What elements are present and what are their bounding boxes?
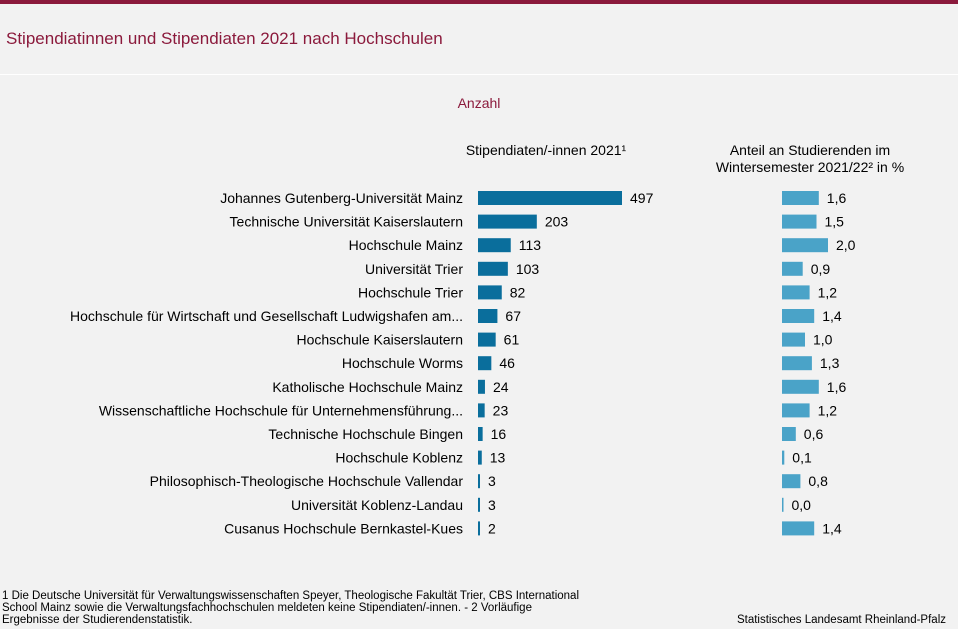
count-value-label: 103 [516,261,540,277]
column-header-share: Anteil an Studierenden im Wintersemester… [715,142,905,175]
category-label: Universität Trier [365,261,463,277]
count-value-label: 497 [630,190,654,206]
count-bar [478,285,502,300]
count-bar [478,238,511,253]
category-label: Technische Universität Kaiserslautern [230,214,463,230]
chart-subtitle: Anzahl [457,95,501,111]
share-value-label: 1,4 [822,520,842,536]
share-bar [782,450,785,465]
category-label: Hochschule Worms [342,355,463,371]
count-bar [478,427,483,441]
count-bar [478,356,492,371]
share-value-label: 1,6 [827,190,847,206]
count-bar [478,191,622,205]
share-bar [782,214,817,229]
share-bar [782,238,828,253]
count-value-label: 61 [504,332,520,348]
share-bar [782,521,815,536]
share-value-label: 1,4 [822,308,842,324]
category-label: Hochschule Kaiserslautern [296,332,463,348]
count-bar [478,309,498,323]
share-bar [782,497,784,512]
category-label: Hochschule Mainz [349,237,463,253]
share-value-label: 0,0 [792,497,812,513]
category-label: Universität Koblenz-Landau [291,497,463,513]
footnote: 1 Die Deutsche Universität für Verwaltun… [2,590,579,626]
source-label: Statistisches Landesamt Rheinland-Pfalz [736,614,946,626]
share-bar [782,332,805,347]
share-bar [782,403,810,418]
share-value-label: 0,6 [804,426,824,442]
count-value-label: 16 [491,426,507,442]
share-value-label: 2,0 [836,237,856,253]
share-value-label: 1,6 [827,379,847,395]
count-bar [478,332,496,347]
count-bar [478,403,485,418]
count-value-label: 67 [505,308,521,324]
share-bar [782,191,819,205]
category-label: Technische Hochschule Bingen [268,426,463,442]
count-value-label: 13 [490,450,506,466]
count-value-label: 3 [488,473,496,489]
category-label: Hochschule für Wirtschaft und Gesellscha… [70,308,463,324]
count-value-label: 203 [545,214,569,230]
category-label: Katholische Hochschule Mainz [272,379,463,395]
category-label: Hochschule Koblenz [335,450,463,466]
share-value-label: 1,0 [813,332,833,348]
share-value-label: 1,2 [818,284,838,300]
share-bar [782,427,796,441]
column-header-count: Stipendiaten/-innen 2021¹ [465,142,627,158]
category-label: Wissenschaftliche Hochschule für Unterne… [99,402,463,418]
count-bar [478,214,537,229]
count-value-label: 113 [519,237,542,253]
category-label: Johannes Gutenberg-Universität Mainz [220,190,463,206]
count-bar [478,521,480,536]
count-bar [478,450,482,465]
category-label: Hochschule Trier [358,284,463,300]
share-value-label: 1,3 [820,355,840,371]
share-bar [782,261,803,276]
title-divider [0,74,958,75]
category-label: Philosophisch-Theologische Hochschule Va… [150,473,464,489]
share-value-label: 1,2 [818,402,838,418]
count-value-label: 24 [493,379,509,395]
count-value-label: 2 [488,520,496,536]
count-value-label: 3 [488,497,496,513]
count-bar [478,379,485,394]
share-bar [782,474,801,489]
share-value-label: 0,1 [792,450,812,466]
share-value-label: 1,5 [825,214,845,230]
count-value-label: 82 [510,284,526,300]
share-bar [782,309,815,323]
share-value-label: 0,8 [808,473,828,489]
share-bar [782,356,812,371]
share-bar [782,379,819,394]
count-value-label: 46 [499,355,515,371]
count-bar [478,261,508,276]
share-value-label: 0,9 [811,261,831,277]
chart-title: Stipendiatinnen und Stipendiaten 2021 na… [6,29,443,48]
count-bar [478,474,480,489]
count-value-label: 23 [493,402,509,418]
category-label: Cusanus Hochschule Bernkastel-Kues [224,520,463,536]
share-bar [782,285,810,300]
count-bar [478,497,480,512]
top-accent-bar [0,0,958,4]
